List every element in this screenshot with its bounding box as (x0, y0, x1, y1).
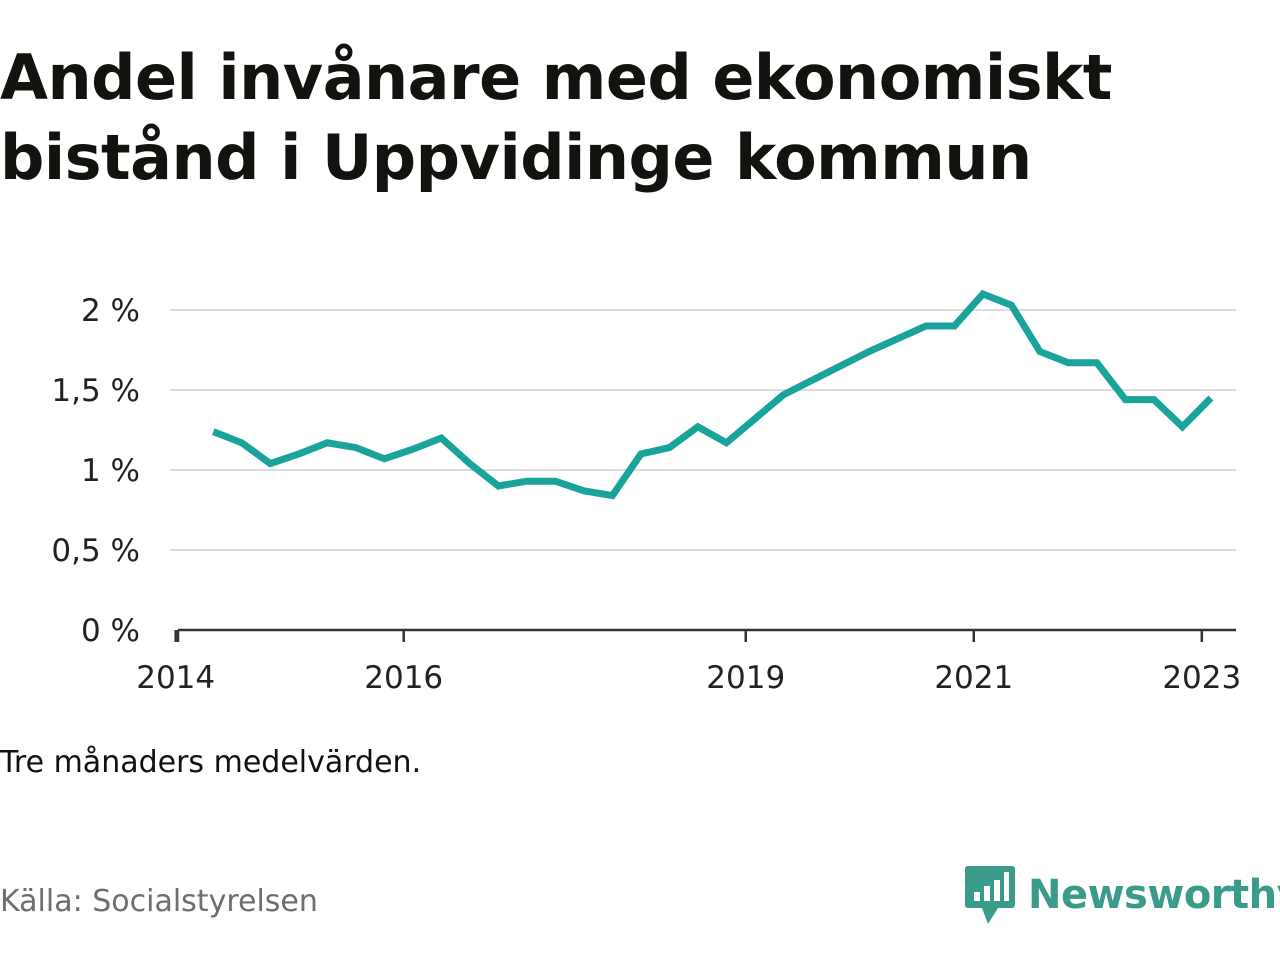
x-tick-label: 2023 (1162, 660, 1241, 696)
chart-note: Tre månaders medelvärden. (0, 745, 422, 780)
x-tick-label: 2021 (934, 660, 1013, 696)
line-chart: 0 % 0,5 % 1 % 1,5 % 2 % 2014 2016 2019 2021 2023 (51, 289, 1241, 696)
x-axis (174, 628, 1236, 642)
y-axis-labels: 0 % 0,5 % 1 % 1,5 % 2 % (51, 293, 140, 649)
x-axis-labels: 2014 2016 2019 2021 2023 (136, 660, 1241, 696)
y-tick-label: 2 % (81, 293, 140, 329)
chart-title: Andel invånare med ekonomiskt bistånd i … (0, 41, 1112, 194)
gridlines (170, 309, 1236, 551)
x-tick-label: 2016 (364, 660, 443, 696)
newsworthy-logo-icon (965, 866, 1015, 924)
brand-name: Newsworthy (1028, 872, 1280, 918)
y-tick-label: 1,5 % (51, 373, 140, 409)
series-layer (212, 289, 1214, 500)
series-line (212, 289, 1214, 500)
source-credit: Källa: Socialstyrelsen (0, 884, 318, 919)
y-tick-label: 0,5 % (51, 533, 140, 569)
x-tick-label: 2014 (136, 660, 215, 696)
y-tick-label: 0 % (81, 613, 140, 649)
x-tick-label: 2019 (706, 660, 785, 696)
brand-logo: Newsworthy (964, 864, 1280, 926)
y-tick-label: 1 % (81, 453, 140, 489)
